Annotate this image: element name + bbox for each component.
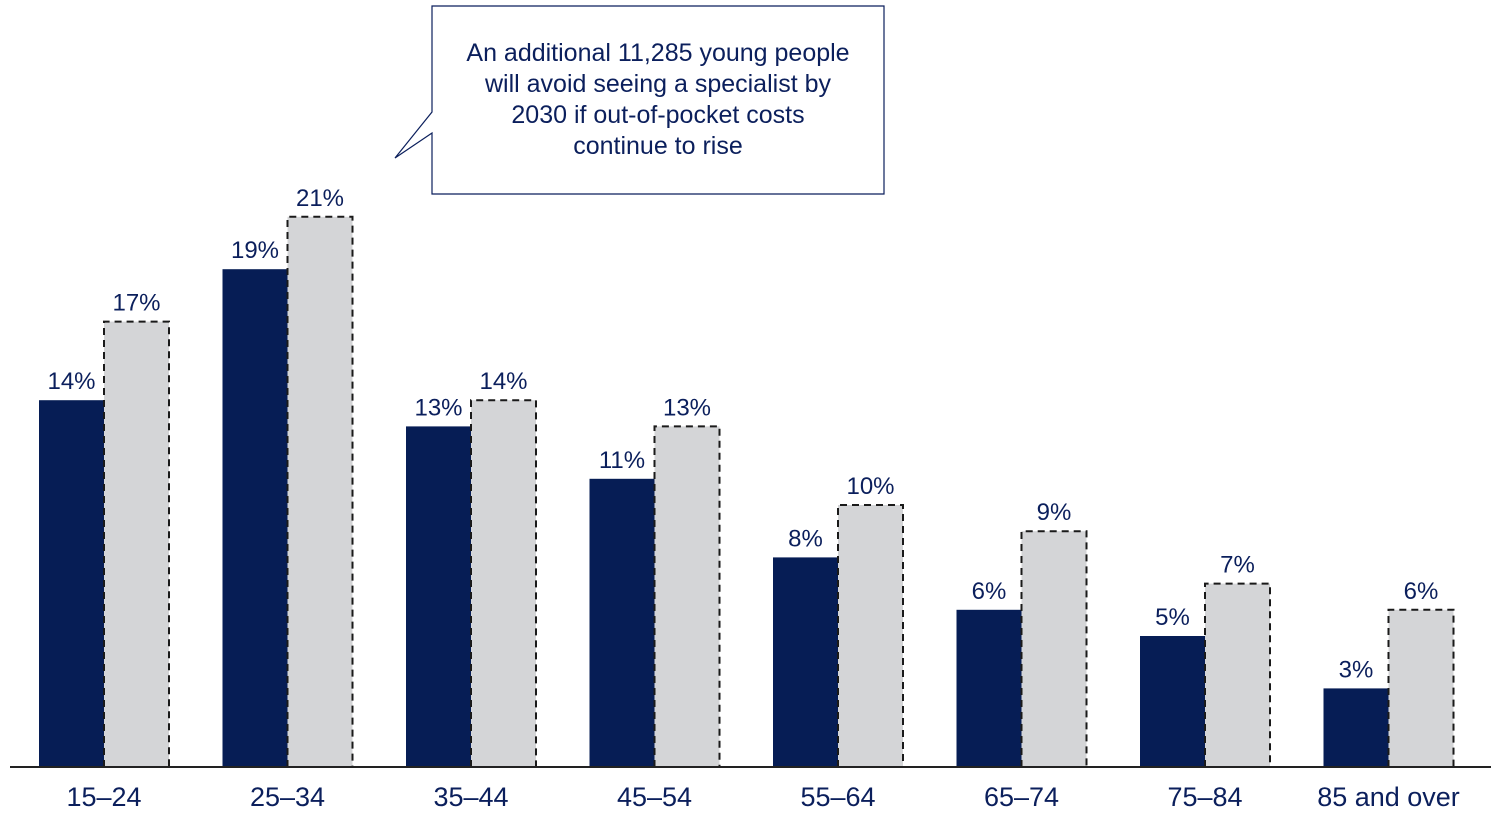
callout-shape [394, 5, 885, 195]
data-label-series-1-5: 6% [972, 578, 1007, 605]
x-tick-label-5: 65–74 [984, 782, 1059, 810]
x-tick-label-1: 25–34 [250, 782, 325, 810]
bar-series-1-3 [589, 478, 655, 767]
data-label-series-2-0: 17% [112, 290, 160, 317]
data-label-series-1-0: 14% [47, 368, 95, 395]
bar-series-1-4 [773, 557, 838, 767]
bar-series-2-1 [287, 216, 353, 768]
data-label-series-1-1: 19% [231, 237, 279, 264]
bar-outline-series-2-4 [837, 504, 904, 767]
bar-series-2-5 [1021, 531, 1087, 767]
data-label-series-2-3: 13% [663, 394, 711, 421]
data-label-series-1-7: 3% [1339, 656, 1374, 683]
data-label-series-2-7: 6% [1404, 578, 1439, 605]
bar-outline-series-2-1 [286, 215, 354, 767]
bar-series-2-2 [471, 400, 536, 767]
bars-layer [39, 215, 1455, 768]
x-tick-label-2: 35–44 [433, 782, 508, 810]
data-label-series-1-2: 13% [414, 394, 462, 421]
x-tick-label-6: 75–84 [1167, 782, 1242, 810]
callout-annotation: An additional 11,285 young people will a… [466, 39, 850, 160]
bar-series-1-0 [39, 400, 104, 767]
bar-outline-series-2-2 [470, 399, 537, 767]
data-label-series-2-4: 10% [846, 473, 894, 500]
x-tick-label-7: 85 and over [1317, 782, 1460, 810]
bar-outline-series-2-0 [103, 320, 170, 767]
bar-outline-series-2-3 [653, 425, 721, 767]
bar-series-1-2 [406, 426, 471, 767]
x-tick-label-0: 15–24 [66, 782, 141, 810]
bar-series-2-3 [654, 426, 720, 767]
data-label-series-2-2: 14% [479, 368, 527, 395]
bar-series-2-6 [1205, 583, 1270, 767]
bar-series-2-0 [104, 321, 169, 767]
bar-series-1-1 [222, 269, 288, 767]
x-tick-label-3: 45–54 [617, 782, 692, 810]
bar-series-2-7 [1388, 609, 1454, 767]
x-tick-labels-layer: 15–24 25–34 35–44 45–54 55–64 65–74 75–84 85 an… [66, 782, 1460, 812]
bar-series-1-7 [1323, 688, 1389, 767]
bar-series-1-5 [956, 609, 1022, 767]
data-label-series-1-4: 8% [788, 525, 823, 552]
bar-outline-series-2-7 [1387, 608, 1455, 767]
bar-series-1-6 [1140, 636, 1205, 767]
data-label-series-2-6: 7% [1220, 552, 1255, 579]
data-label-series-2-1: 21% [296, 185, 344, 212]
data-label-series-1-6: 5% [1155, 604, 1190, 631]
bar-outline-series-2-6 [1204, 582, 1271, 767]
x-tick-label-4: 55–64 [800, 782, 875, 810]
data-labels-layer: 14% 17% 19% 21% 13% 14% 11% 13% 8% 10% 6% 9% 5% 7% 3% 6… [47, 185, 1438, 684]
data-label-series-2-5: 9% [1037, 499, 1072, 526]
bar-outline-series-2-5 [1020, 530, 1088, 767]
data-label-series-1-3: 11% [599, 447, 645, 474]
bar-series-2-4 [838, 505, 903, 767]
